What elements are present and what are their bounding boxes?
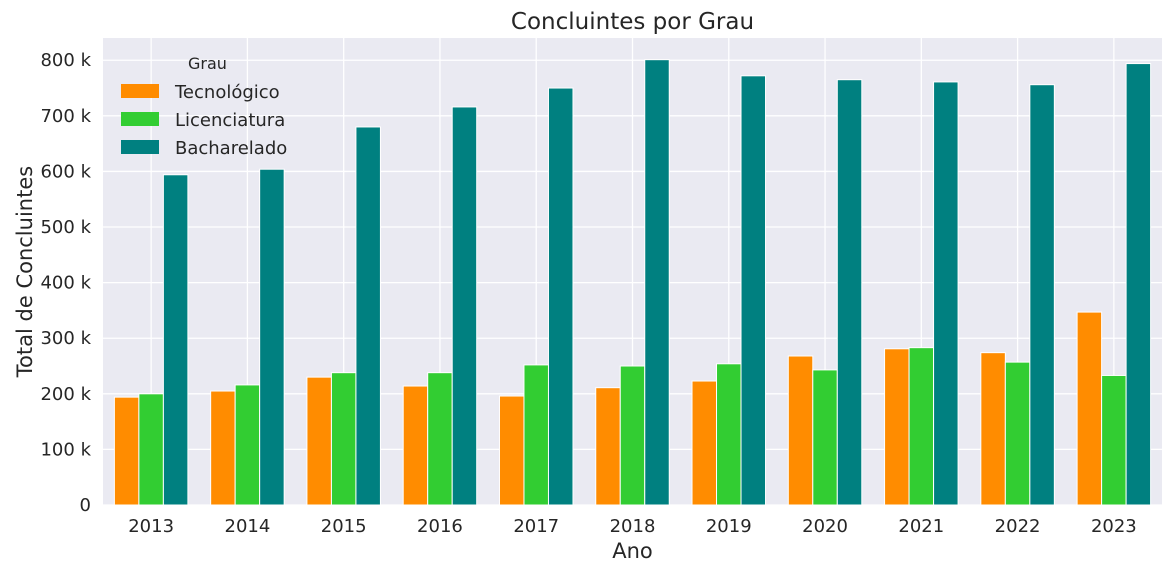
bar-licenciatura-2015 [330, 372, 357, 506]
x-tick-labels: 2013 2014 2015 2016 2017 2018 2019 2020 2021 2022… [128, 516, 1137, 537]
legend-swatch-tecnológico [121, 84, 159, 98]
x-tick-label: 2018 [610, 516, 656, 537]
bar-licenciatura-2018 [619, 365, 646, 506]
legend-label-bacharelado: Bacharelado [175, 138, 287, 159]
bar-tecnológico-2022 [980, 352, 1006, 506]
bar-tecnológico-2014 [210, 390, 236, 506]
x-tick-label: 2013 [128, 516, 174, 537]
y-tick-label: 700 k [40, 106, 91, 127]
bar-licenciatura-2020 [812, 369, 838, 506]
bar-licenciatura-2013 [138, 393, 164, 506]
bar-tecnológico-2017 [498, 395, 525, 506]
bar-tecnológico-2013 [113, 396, 140, 506]
y-tick-labels: 0 100 k 200 k 300 k 400 k 500 k 600 k 700 k 800 … [40, 50, 91, 516]
bar-bacharelado-2016 [451, 106, 478, 506]
y-tick-label: 400 k [40, 273, 91, 294]
bar-bacharelado-2021 [933, 81, 959, 506]
bar-bacharelado-2019 [740, 75, 767, 506]
y-tick-label: 100 k [40, 439, 91, 460]
bar-bacharelado-2018 [644, 59, 670, 506]
bar-tecnológico-2019 [691, 380, 718, 506]
x-tick-label: 2014 [225, 516, 271, 537]
bar-bacharelado-2017 [547, 87, 574, 506]
x-axis-title: Ano [612, 539, 653, 563]
legend-swatch-licenciatura [121, 112, 159, 126]
bar-licenciatura-2022 [1004, 361, 1031, 506]
legend-swatch-bacharelado [121, 140, 159, 154]
bars-group [113, 59, 1152, 506]
x-tick-label: 2022 [995, 516, 1041, 537]
bar-tecnológico-2023 [1076, 311, 1103, 506]
bar-tecnológico-2018 [595, 387, 621, 506]
bar-tecnológico-2020 [787, 355, 814, 506]
x-tick-label: 2015 [321, 516, 367, 537]
bar-tecnológico-2015 [306, 376, 332, 506]
bar-tecnológico-2021 [884, 348, 910, 506]
bar-licenciatura-2016 [427, 372, 453, 506]
legend-label-licenciatura: Licenciatura [175, 110, 285, 131]
bar-licenciatura-2017 [523, 364, 549, 506]
bar-licenciatura-2014 [234, 384, 261, 506]
bar-bacharelado-2015 [355, 126, 381, 506]
x-tick-label: 2016 [417, 516, 463, 537]
legend-title: Grau [188, 54, 227, 73]
y-tick-label: 300 k [40, 328, 91, 349]
x-tick-label: 2017 [513, 516, 559, 537]
x-tick-label: 2021 [898, 516, 944, 537]
x-tick-label: 2019 [706, 516, 752, 537]
bar-licenciatura-2019 [716, 363, 742, 506]
bar-licenciatura-2023 [1101, 374, 1127, 506]
y-tick-label: 200 k [40, 384, 91, 405]
bar-bacharelado-2022 [1029, 84, 1055, 506]
legend-label-tecnológico: Tecnológico [174, 82, 280, 103]
y-tick-label: 800 k [40, 50, 91, 71]
bar-tecnológico-2016 [402, 385, 429, 506]
legend: Grau Tecnológico Licenciatura Bacharelado [121, 54, 287, 159]
chart-title: Concluintes por Grau [511, 9, 754, 35]
bar-bacharelado-2013 [162, 174, 189, 506]
y-tick-label: 0 [80, 495, 91, 516]
bar-licenciatura-2021 [908, 347, 935, 506]
x-tick-label: 2020 [802, 516, 848, 537]
bar-bacharelado-2014 [259, 168, 285, 506]
y-tick-label: 500 k [40, 217, 91, 238]
bar-bacharelado-2023 [1125, 63, 1152, 506]
x-tick-label: 2023 [1091, 516, 1137, 537]
y-tick-label: 600 k [40, 161, 91, 182]
y-axis-title: Total de Concluintes [13, 166, 37, 378]
bar-bacharelado-2020 [836, 79, 863, 506]
